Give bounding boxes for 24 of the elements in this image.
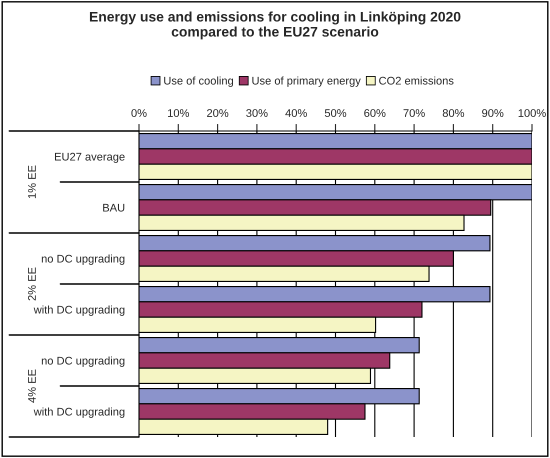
- x-tick-label: 60%: [364, 109, 386, 117]
- x-tick-label: 10%: [168, 109, 190, 117]
- x-tick-label: 20%: [207, 109, 228, 117]
- x-tick-label: 0%: [131, 109, 147, 117]
- x-tick-label: 70%: [404, 109, 425, 117]
- y-tick-label: BAU: [103, 204, 124, 212]
- x-tick-label: 100%: [518, 109, 546, 117]
- x-tick-label: 90%: [482, 109, 504, 117]
- x-tick-label: 80%: [442, 109, 464, 117]
- text: 1% EE: [28, 165, 36, 198]
- y-tick-label: with DC upgrading: [34, 407, 124, 418]
- y-tick-label: EU27 average: [54, 152, 125, 163]
- text: 2% EE: [28, 267, 36, 300]
- x-tick-label: 50%: [324, 109, 346, 117]
- chart-title: Energy use and emissions for cooling in Linköping 2020 compared to the EU27 scenario: [90, 11, 460, 40]
- legend-label: CO2 emissions: [379, 76, 454, 85]
- legend-label: Use of cooling: [164, 76, 234, 87]
- y-tick-label: no DC upgrading: [42, 254, 124, 265]
- y-tick-label: no DC upgrading: [42, 356, 124, 367]
- x-tick-label: 40%: [285, 109, 307, 117]
- x-tick-label: 30%: [246, 109, 268, 117]
- y-tick-label: with DC upgrading: [34, 305, 124, 316]
- legend-label: Use of primary energy: [252, 76, 361, 87]
- text: 4% EE: [28, 369, 36, 403]
